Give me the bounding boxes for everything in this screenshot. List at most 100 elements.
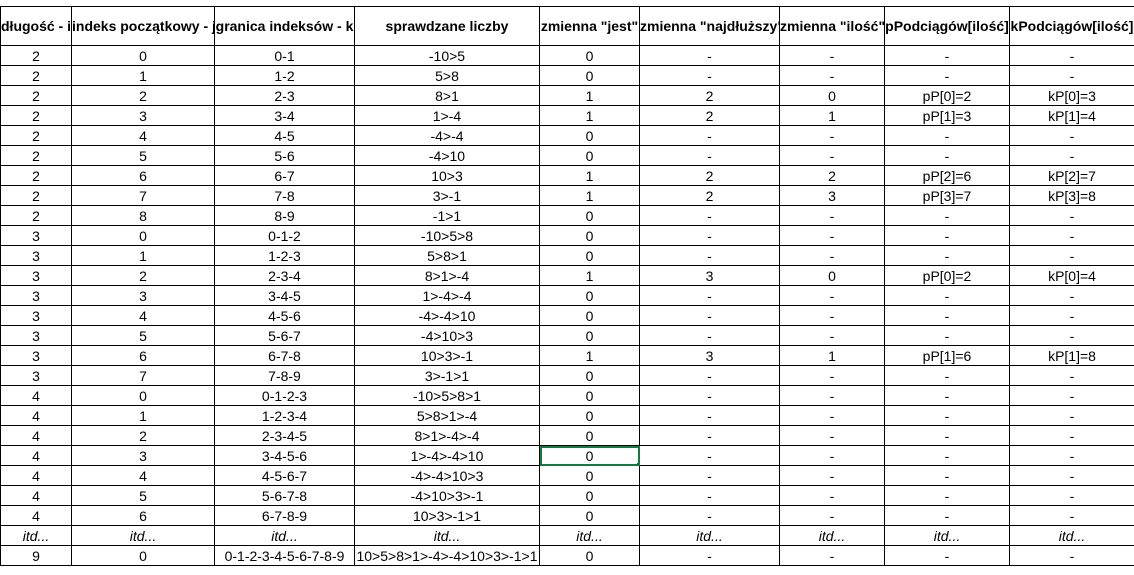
table-cell[interactable]: - xyxy=(1010,426,1134,446)
table-cell[interactable]: - xyxy=(780,286,885,306)
table-cell[interactable]: 10>3 xyxy=(355,166,540,186)
table-cell[interactable]: -10>5>8 xyxy=(355,226,540,246)
table-cell[interactable]: 2 xyxy=(640,106,780,126)
table-cell[interactable]: 2 xyxy=(1,106,72,126)
table-cell[interactable]: 2 xyxy=(1,86,72,106)
table-cell[interactable]: -4>-4>10>3 xyxy=(355,466,540,486)
table-cell[interactable]: pP[0]=2 xyxy=(885,266,1010,286)
table-cell[interactable]: 4-5 xyxy=(215,126,355,146)
table-cell[interactable]: 0 xyxy=(540,46,640,66)
table-cell[interactable]: 4 xyxy=(1,406,72,426)
table-cell[interactable]: - xyxy=(1010,126,1134,146)
table-cell[interactable]: 8>1 xyxy=(355,86,540,106)
table-cell[interactable]: 0 xyxy=(72,46,215,66)
table-cell[interactable]: 3 xyxy=(640,266,780,286)
table-cell[interactable]: - xyxy=(1010,386,1134,406)
table-cell[interactable]: 3 xyxy=(1,306,72,326)
table-cell[interactable]: -4>10>3>-1 xyxy=(355,486,540,506)
table-cell[interactable]: 4 xyxy=(72,306,215,326)
table-cell[interactable]: 0 xyxy=(540,306,640,326)
table-cell[interactable]: 9 xyxy=(1,546,72,566)
header-cell-kpodciagow[interactable]: kPodciągów[ilość] xyxy=(1010,7,1134,46)
table-cell[interactable]: -4>10 xyxy=(355,146,540,166)
table-cell[interactable]: - xyxy=(885,366,1010,386)
table-cell[interactable]: 6-7-8-9 xyxy=(215,506,355,526)
table-cell[interactable]: 1-2-3-4 xyxy=(215,406,355,426)
table-cell[interactable]: 5-6-7-8 xyxy=(215,486,355,506)
table-cell[interactable]: 10>3>-1 xyxy=(355,346,540,366)
table-cell[interactable]: 6 xyxy=(72,346,215,366)
table-cell[interactable]: - xyxy=(780,66,885,86)
table-cell[interactable]: - xyxy=(640,366,780,386)
table-cell[interactable]: itd... xyxy=(1,526,72,546)
table-cell[interactable]: 0 xyxy=(540,386,640,406)
table-cell[interactable]: - xyxy=(885,486,1010,506)
table-cell[interactable]: - xyxy=(885,46,1010,66)
table-cell[interactable]: -4>-4>10 xyxy=(355,306,540,326)
table-cell[interactable]: 1 xyxy=(540,346,640,366)
table-cell[interactable]: 6 xyxy=(72,166,215,186)
table-cell[interactable]: - xyxy=(885,426,1010,446)
table-cell[interactable]: 2 xyxy=(72,266,215,286)
table-cell[interactable]: 3>-1>1 xyxy=(355,366,540,386)
table-cell[interactable]: - xyxy=(640,226,780,246)
table-cell[interactable]: 0-1-2-3 xyxy=(215,386,355,406)
table-cell[interactable]: kP[1]=8 xyxy=(1010,346,1134,366)
header-cell-checked-numbers[interactable]: sprawdzane liczby xyxy=(355,7,540,46)
table-cell[interactable]: - xyxy=(780,126,885,146)
table-cell[interactable]: 7-8-9 xyxy=(215,366,355,386)
table-cell[interactable]: 4 xyxy=(1,426,72,446)
table-cell[interactable]: - xyxy=(640,66,780,86)
table-cell[interactable]: - xyxy=(780,146,885,166)
table-cell[interactable]: - xyxy=(885,206,1010,226)
table-cell[interactable]: - xyxy=(885,66,1010,86)
table-cell[interactable]: 3 xyxy=(780,186,885,206)
table-cell[interactable]: 1 xyxy=(72,406,215,426)
table-cell[interactable]: 2 xyxy=(640,186,780,206)
table-cell[interactable]: 8-9 xyxy=(215,206,355,226)
table-cell[interactable]: 4-5-6-7 xyxy=(215,466,355,486)
header-cell-var-najdluzszy[interactable]: zmienna "najdłuższy" xyxy=(640,7,780,46)
table-cell[interactable]: kP[0]=3 xyxy=(1010,86,1134,106)
table-cell[interactable]: - xyxy=(640,426,780,446)
table-cell[interactable]: - xyxy=(780,506,885,526)
table-cell[interactable]: 0 xyxy=(540,226,640,246)
table-cell[interactable]: pP[1]=6 xyxy=(885,346,1010,366)
header-cell-var-ilosc[interactable]: zmienna "ilość" xyxy=(780,7,885,46)
table-cell[interactable]: 5>8 xyxy=(355,66,540,86)
table-cell[interactable]: - xyxy=(640,386,780,406)
table-cell[interactable]: 3 xyxy=(1,266,72,286)
table-cell[interactable]: 3-4-5 xyxy=(215,286,355,306)
table-cell[interactable]: - xyxy=(885,246,1010,266)
table-cell[interactable]: - xyxy=(1010,546,1134,566)
table-cell[interactable]: 3 xyxy=(640,346,780,366)
table-cell[interactable]: - xyxy=(885,546,1010,566)
table-cell[interactable]: - xyxy=(1010,466,1134,486)
table-cell[interactable]: 3-4-5-6 xyxy=(215,446,355,466)
table-cell[interactable]: 3>-1 xyxy=(355,186,540,206)
table-cell[interactable]: - xyxy=(1010,226,1134,246)
table-cell[interactable]: 0 xyxy=(72,226,215,246)
table-cell[interactable]: - xyxy=(885,386,1010,406)
table-cell[interactable]: itd... xyxy=(640,526,780,546)
table-cell[interactable]: - xyxy=(885,286,1010,306)
table-cell[interactable]: - xyxy=(1010,486,1134,506)
table-cell[interactable]: itd... xyxy=(215,526,355,546)
table-cell[interactable]: pP[3]=7 xyxy=(885,186,1010,206)
table-cell[interactable]: - xyxy=(640,206,780,226)
table-cell[interactable]: 1 xyxy=(540,106,640,126)
table-cell[interactable]: 0 xyxy=(540,126,640,146)
table-cell[interactable]: 10>5>8>1>-4>-4>10>3>-1>1 xyxy=(355,546,540,566)
table-cell[interactable]: 4-5-6 xyxy=(215,306,355,326)
table-cell[interactable]: - xyxy=(780,406,885,426)
table-cell[interactable]: 1 xyxy=(72,66,215,86)
table-cell[interactable]: - xyxy=(1010,206,1134,226)
table-cell[interactable]: - xyxy=(885,226,1010,246)
table-cell[interactable]: 1-2 xyxy=(215,66,355,86)
table-cell[interactable]: 2 xyxy=(1,146,72,166)
table-cell[interactable]: 3 xyxy=(1,326,72,346)
table-cell[interactable]: -4>-4 xyxy=(355,126,540,146)
table-cell[interactable]: 0 xyxy=(540,426,640,446)
table-cell[interactable]: - xyxy=(640,486,780,506)
table-cell[interactable]: 1>-4 xyxy=(355,106,540,126)
